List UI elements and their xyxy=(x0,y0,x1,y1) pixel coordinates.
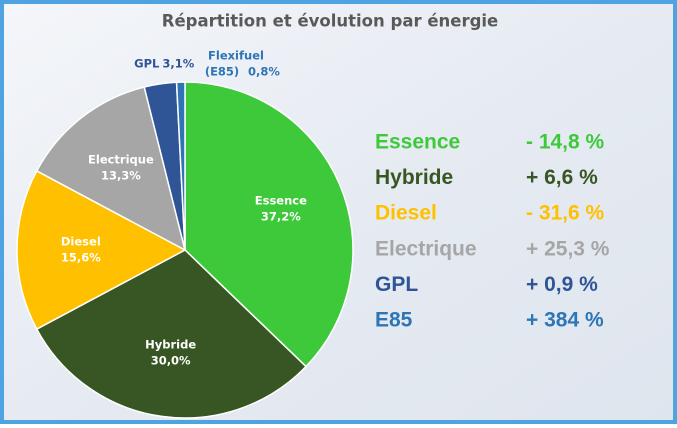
evolution-change: + 384 % xyxy=(526,309,604,332)
evolution-name: Hybride xyxy=(375,166,453,189)
slice-label: Electrique xyxy=(88,152,154,166)
evolution-name: Diesel xyxy=(375,202,437,225)
pie-slice xyxy=(184,81,354,368)
pie-slice xyxy=(175,81,186,251)
slice-value: 30,0% xyxy=(151,354,191,368)
chart-title: Répartition et évolution par énergie xyxy=(162,12,499,31)
evolution-name: Electrique xyxy=(375,237,477,260)
pie-slice xyxy=(35,249,308,419)
slice-label: Essence xyxy=(255,194,307,208)
evolution-change: - 14,8 % xyxy=(526,131,605,154)
evolution-change: + 25,3 % xyxy=(526,237,610,260)
evolution-name: E85 xyxy=(375,309,413,332)
pie-slice xyxy=(35,86,187,252)
slice-label: GPL xyxy=(134,57,160,71)
evolution-change: + 6,6 % xyxy=(526,166,598,189)
slice-label: Hybride xyxy=(145,338,196,352)
slice-label: Flexifuel xyxy=(208,49,264,63)
slice-label: Diesel xyxy=(61,235,101,249)
pie-slice xyxy=(16,169,187,331)
evolution-change: + 0,9 % xyxy=(526,273,598,296)
evolution-name: GPL xyxy=(375,273,418,296)
slice-label-line: (E85) xyxy=(205,65,239,79)
evolution-name: Essence xyxy=(375,131,460,154)
slice-value: 3,1% xyxy=(162,57,194,71)
evolution-change: - 31,6 % xyxy=(526,202,605,225)
slice-value: 13,3% xyxy=(101,168,141,182)
slice-value: 37,2% xyxy=(261,210,301,224)
slice-value: 0,8% xyxy=(248,65,280,79)
slice-value: 15,6% xyxy=(61,251,101,265)
